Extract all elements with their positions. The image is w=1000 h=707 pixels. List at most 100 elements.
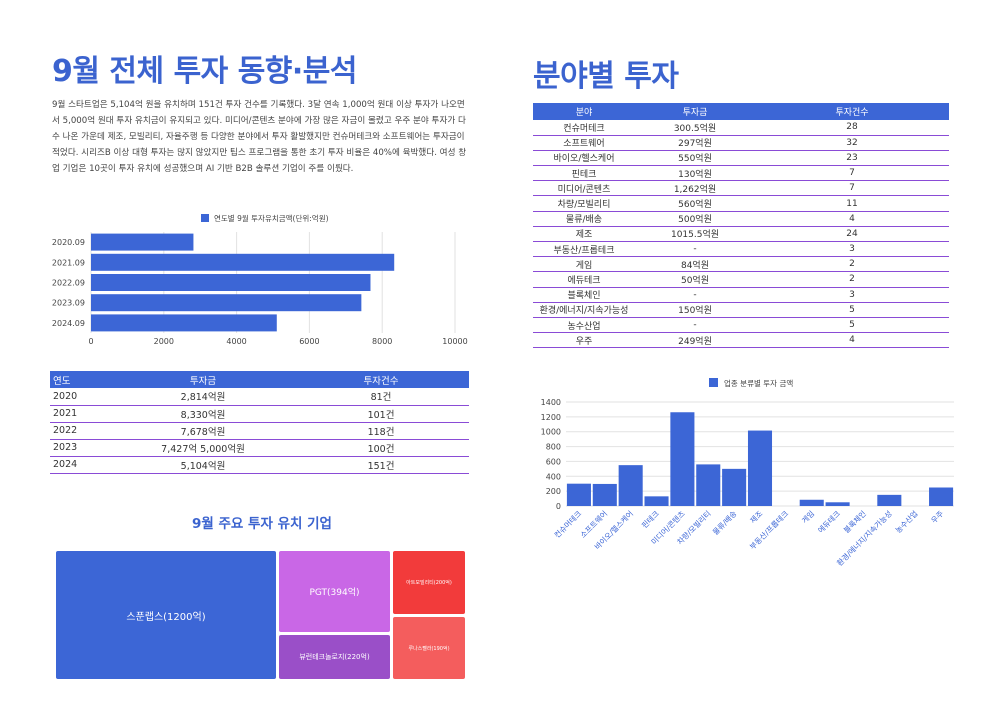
bar (618, 465, 643, 506)
cell-amount: 1015.5억원 (635, 226, 755, 243)
column-header-count: 투자건수 (755, 103, 949, 120)
cell-count: 5 (755, 317, 949, 334)
category-label: 게임 (799, 508, 816, 525)
cell-amount: 150억원 (635, 302, 755, 318)
category-label: 컨슈머테크 (552, 508, 584, 540)
cell-count: 81건 (293, 388, 469, 406)
cell-count: 4 (755, 332, 949, 349)
category-label: 2022.09 (52, 279, 85, 288)
table-row: 소프트웨어 297억원 32 (533, 135, 949, 151)
cell-count: 101건 (293, 405, 469, 423)
table-row: 2021 8,330억원 101건 (50, 405, 469, 423)
x-tick-label: 8000 (372, 337, 392, 346)
treemap-label: 아트모빌리티(200억) (406, 580, 452, 586)
cell-count: 3 (755, 287, 949, 303)
category-label: 2020.09 (52, 238, 85, 247)
bar (566, 483, 591, 506)
column-header-year: 연도 (50, 371, 113, 388)
table-header-row: 연도 투자금 투자건수 (50, 371, 469, 388)
table-row: 우주 249억원 4 (533, 332, 949, 349)
bar (799, 499, 824, 506)
cell-field: 바이오/헬스케어 (533, 150, 635, 167)
cell-amount: - (635, 241, 755, 258)
cell-count: 2 (755, 271, 949, 288)
cell-year: 2024 (50, 456, 113, 474)
treemap-label: 스푼랩스(1200억) (126, 611, 206, 623)
table-row: 컨슈머테크 300.5억원 28 (533, 120, 949, 136)
cell-count: 7 (755, 180, 949, 197)
bar (825, 502, 850, 506)
category-label: 에듀테크 (816, 509, 842, 535)
treemap-label: PGT(394억) (309, 588, 360, 598)
company-treemap: 스푼랩스(1200억) PGT(394억) 뷰런테크놀로지(220억) 아트모빌… (56, 551, 465, 679)
table-row: 게임 84억원 2 (533, 256, 949, 273)
cell-count: 3 (755, 241, 949, 258)
table-row: 차량/모빌리티 560억원 11 (533, 195, 949, 212)
legend-swatch (201, 214, 209, 222)
treemap-tile: PGT(394억) (279, 551, 390, 632)
cell-field: 핀테크 (533, 165, 635, 182)
summary-paragraph: 9월 스타트업은 5,104억 원을 유치하며 151건 투자 건수를 기록했다… (52, 100, 467, 174)
treemap-tile: 루나스펠라(190억) (393, 617, 465, 679)
treemap-tile: 뷰런테크놀로지(220억) (279, 635, 390, 679)
bar (91, 274, 371, 291)
y-tick-label: 0 (556, 502, 561, 511)
table-row: 환경/에너지/지속가능성 150억원 5 (533, 302, 949, 318)
cell-amount: - (635, 287, 755, 303)
cell-amount: 8,330억원 (113, 405, 293, 423)
sector-table: 분야 투자금 투자건수 컨슈머테크 300.5억원 28 소프트웨어 297억원 32 바이… (533, 103, 949, 349)
y-tick-label: 1200 (541, 413, 561, 422)
table-row: 제조 1015.5억원 24 (533, 226, 949, 243)
cell-year: 2022 (50, 422, 113, 440)
bar (592, 483, 617, 506)
cell-amount: 300.5억원 (635, 120, 755, 136)
category-label: 2024.09 (52, 319, 85, 328)
legend-swatch (709, 378, 718, 387)
cell-amount: 1,262억원 (635, 180, 755, 197)
cell-year: 2020 (50, 388, 113, 406)
cell-field: 게임 (533, 256, 635, 273)
bar (644, 496, 669, 506)
cell-amount: 2,814억원 (113, 388, 293, 406)
cell-amount: 50억원 (635, 271, 755, 288)
category-label: 2021.09 (52, 258, 85, 267)
cell-amount: 249억원 (635, 332, 755, 349)
cell-field: 환경/에너지/지속가능성 (533, 302, 635, 318)
y-tick-label: 600 (546, 457, 561, 466)
column-header-amount: 투자금 (635, 103, 755, 120)
treemap-label: 뷰런테크놀로지(220억) (299, 653, 370, 661)
cell-field: 소프트웨어 (533, 135, 635, 151)
category-label: 핀테크 (640, 509, 661, 530)
yearly-investment-chart: 연도별 9월 투자유치금액(단위:억원) 2020.09 2021.09 2022.… (52, 213, 468, 346)
category-label: 블록체인 (841, 508, 868, 535)
cell-count: 23 (755, 150, 949, 167)
cell-field: 블록체인 (533, 287, 635, 303)
cell-field: 에듀테크 (533, 271, 635, 288)
category-label: 농수산업 (893, 508, 920, 535)
sector-investment-chart: 업종 분류별 투자 금액 0 200 400 600 800 1000 1200 1400 컨… (541, 378, 954, 568)
column-header-count: 투자건수 (293, 371, 469, 388)
cell-amount: 7,678억원 (113, 422, 293, 440)
y-tick-label: 1000 (541, 428, 561, 437)
category-label: 2023.09 (52, 299, 85, 308)
y-tick-label: 400 (546, 472, 561, 481)
table-row: 2022 7,678억원 118건 (50, 422, 469, 440)
treemap-tile: 스푼랩스(1200억) (56, 551, 276, 679)
cell-field: 우주 (533, 332, 635, 349)
cell-field: 부동산/프롭테크 (533, 241, 635, 258)
bar (91, 314, 277, 332)
bar (91, 253, 395, 271)
cell-count: 4 (755, 211, 949, 227)
x-tick-label: 2000 (154, 337, 174, 346)
cell-amount: 84억원 (635, 256, 755, 273)
cell-field: 물류/배송 (533, 211, 635, 227)
cell-amount: 500억원 (635, 211, 755, 227)
x-tick-label: 6000 (299, 337, 319, 346)
cell-amount: 130억원 (635, 165, 755, 182)
cell-year: 2023 (50, 439, 113, 457)
bar (696, 464, 721, 506)
table-row: 부동산/프롭테크 -3 (533, 241, 949, 258)
cell-field: 미디어/콘텐츠 (533, 180, 635, 197)
bar (877, 494, 902, 506)
table-row: 바이오/헬스케어 550억원 23 (533, 150, 949, 167)
